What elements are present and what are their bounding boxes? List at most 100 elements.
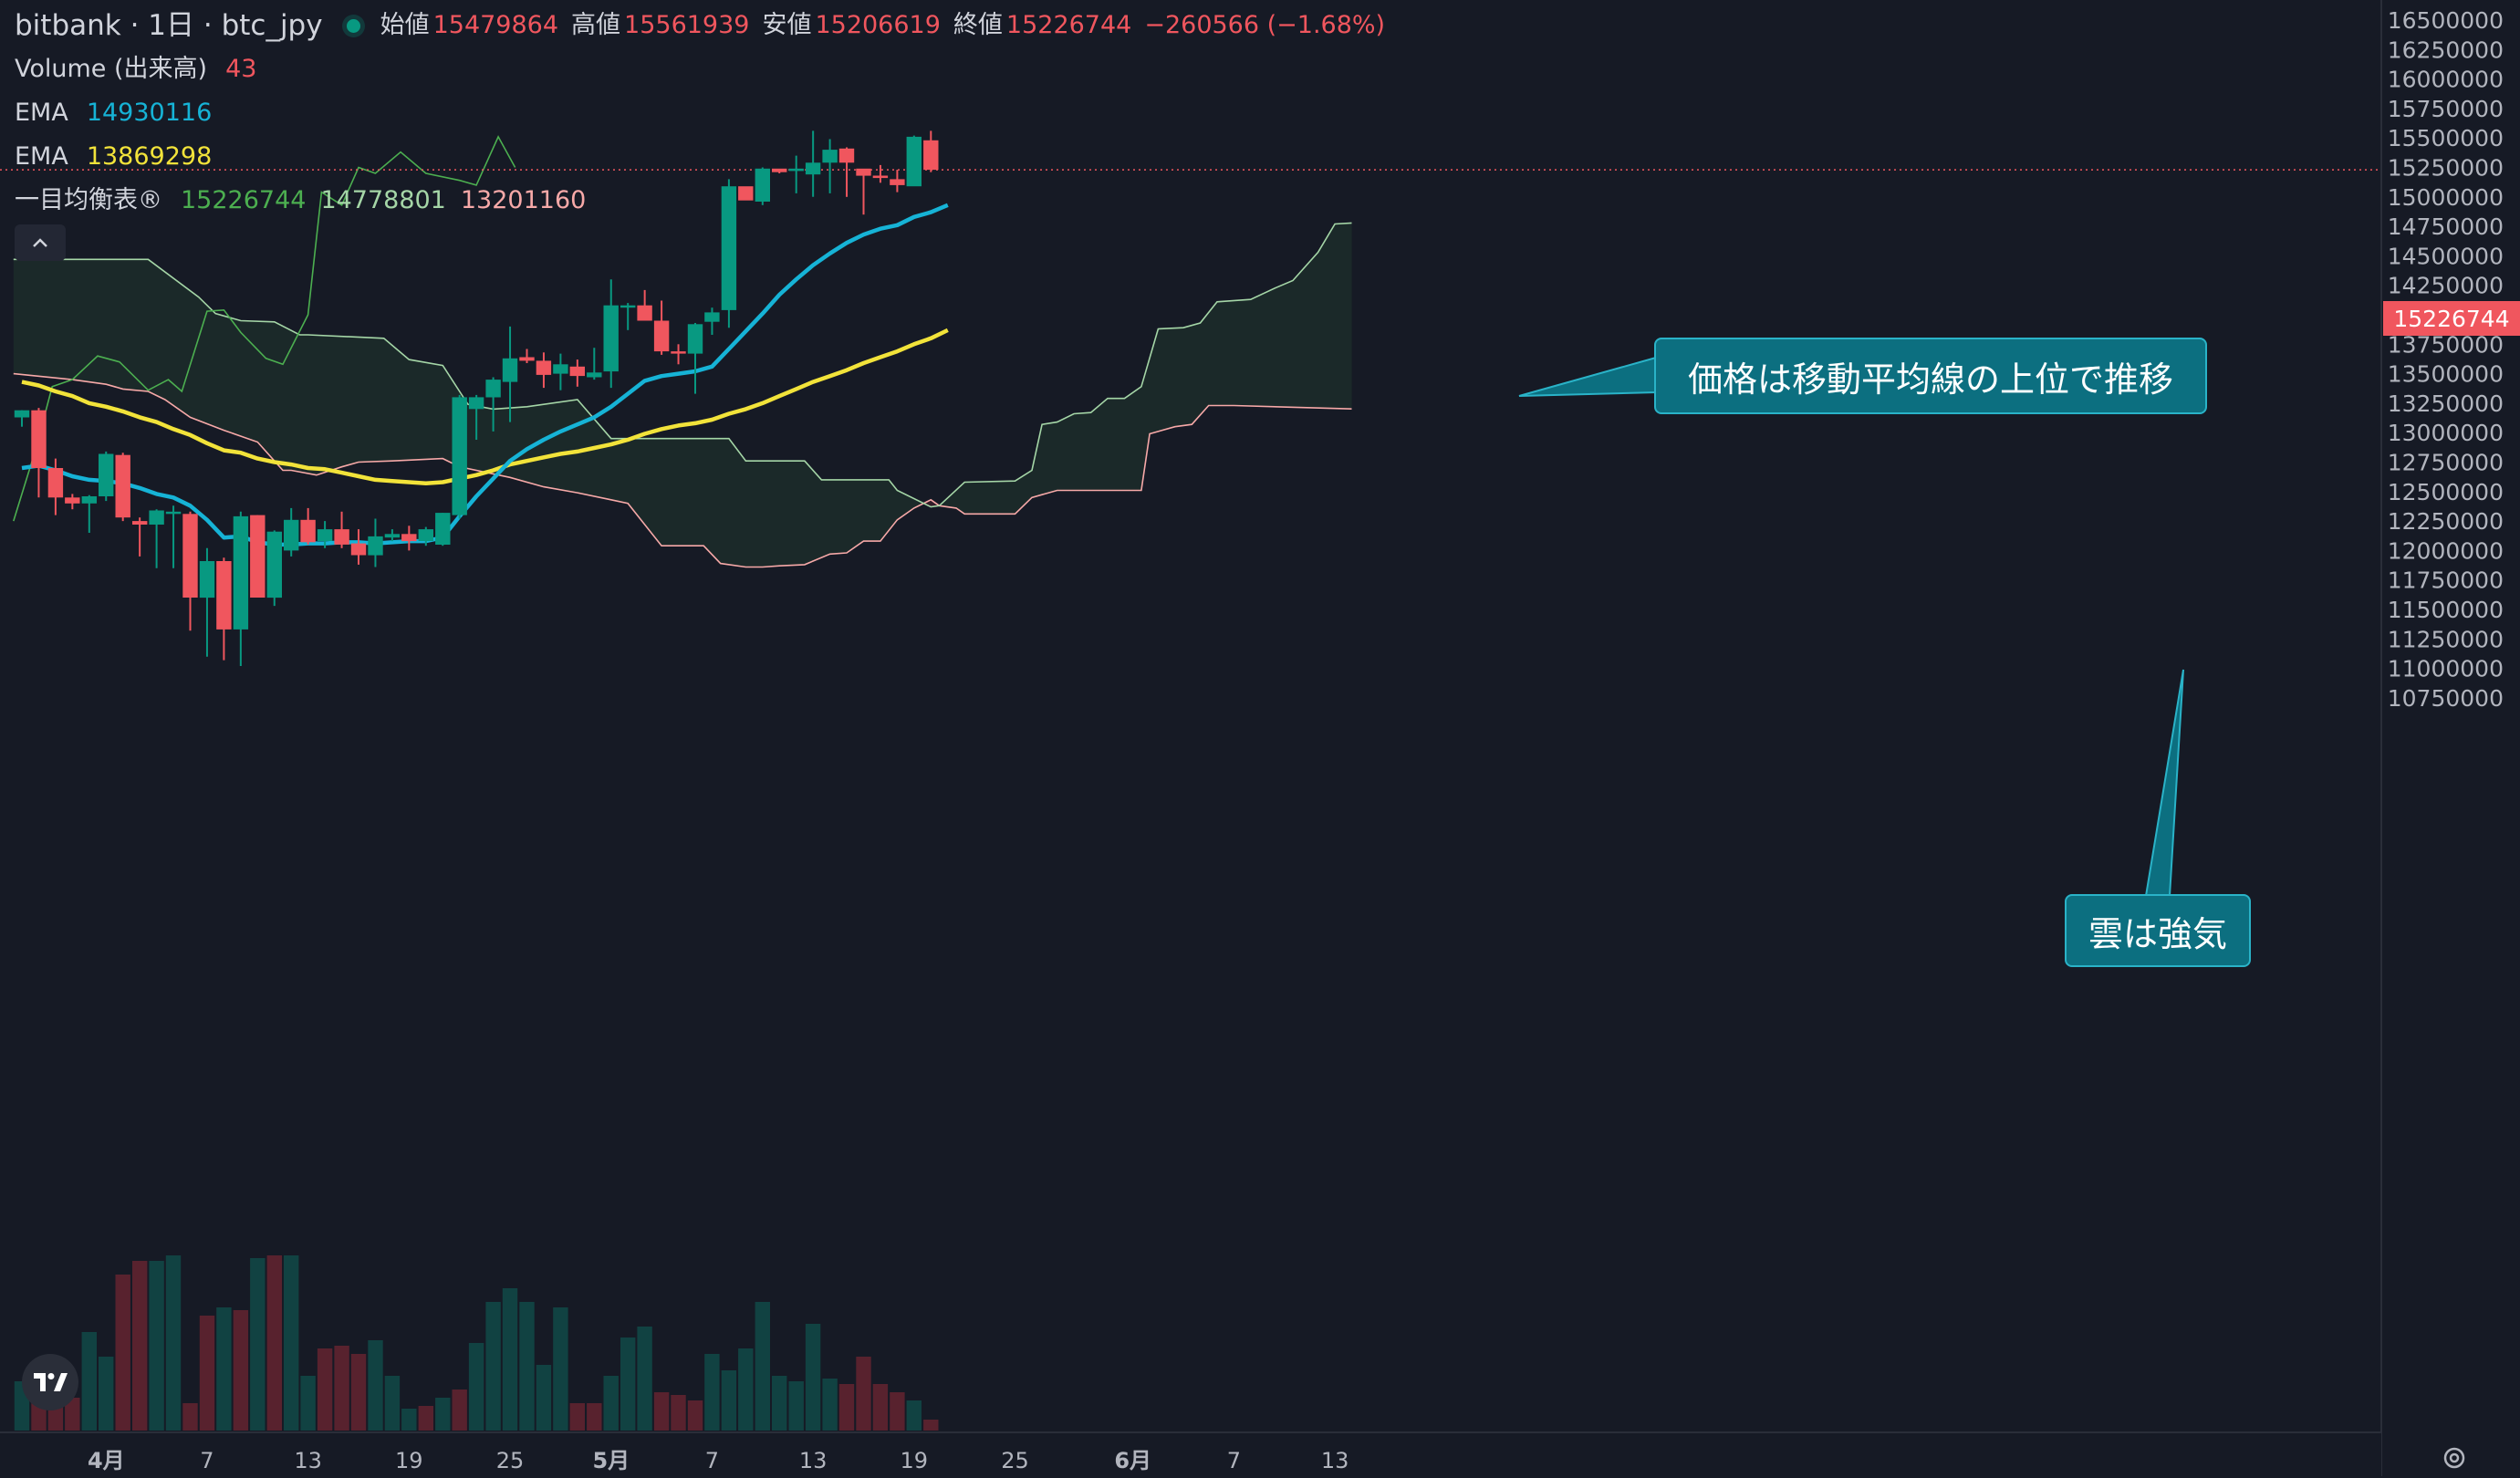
ichimoku-cloud	[13, 222, 1352, 568]
volume-bar	[182, 1403, 198, 1431]
price-tick-label: 12750000	[2388, 450, 2504, 476]
candle-body-up	[502, 358, 518, 382]
bullish-cloud-callout[interactable]: 雲は強気	[2065, 894, 2251, 967]
candle-body-up	[587, 372, 602, 378]
candle-body-down	[401, 534, 417, 542]
candle-body-up	[452, 397, 467, 515]
close-label: 終値	[953, 11, 1003, 39]
price-tick-label: 14750000	[2388, 213, 2504, 240]
volume-bar	[838, 1384, 855, 1431]
time-tick-label: 25	[496, 1448, 525, 1473]
price-tick-label: 13250000	[2388, 390, 2504, 417]
price-tick-label: 11750000	[2388, 567, 2504, 594]
price-axis-background	[2381, 0, 2520, 1476]
candle-body-up	[485, 380, 501, 398]
volume-bar	[216, 1307, 232, 1431]
time-tick-label: 4月	[88, 1448, 125, 1473]
volume-legend[interactable]: Volume (出来高) 43	[15, 47, 1398, 91]
price-tick-label: 11500000	[2388, 597, 2504, 623]
volume-bar	[149, 1261, 164, 1431]
candle-body-up	[99, 453, 114, 496]
candle-body-up	[822, 150, 838, 163]
tradingview-logo[interactable]	[22, 1354, 78, 1410]
volume-bar	[755, 1302, 770, 1431]
candle-body-down	[671, 351, 686, 354]
candle-body-down	[250, 515, 266, 598]
volume-bar	[805, 1324, 821, 1431]
price-tick-label: 11250000	[2388, 626, 2504, 652]
ema-fast-legend[interactable]: EMA 14930116	[15, 91, 1398, 135]
price-tick-label: 14250000	[2388, 273, 2504, 299]
volume-bar	[199, 1316, 215, 1431]
volume-bar	[99, 1357, 114, 1431]
candle-body-up	[906, 136, 922, 187]
time-tick-label: 19	[901, 1448, 929, 1473]
volume-bar	[553, 1307, 568, 1431]
volume-bar	[536, 1365, 552, 1431]
tradingview-logo-icon	[34, 1373, 68, 1391]
volume-bar	[890, 1392, 905, 1431]
candle-body-up	[266, 531, 282, 598]
candle-body-down	[334, 529, 349, 545]
volume-bar	[653, 1392, 670, 1431]
symbol-title[interactable]: bitbank · 1日 · btc_jpy	[15, 9, 323, 42]
volume-bar	[65, 1398, 80, 1431]
volume-bar	[384, 1376, 401, 1431]
price-tick-label: 14500000	[2388, 243, 2504, 269]
volume-bar	[587, 1403, 602, 1431]
price-tick-label: 16500000	[2388, 7, 2504, 34]
candle-body-down	[569, 366, 585, 377]
candle-body-up	[384, 534, 401, 538]
volume-bar	[502, 1288, 518, 1431]
legend-collapse-button[interactable]	[15, 224, 66, 261]
ichimoku-legend[interactable]: 一目均衡表® 15226744 14778801 13201160	[15, 179, 1398, 223]
ichimoku-name: 一目均衡表®	[15, 186, 162, 214]
volume-bar	[721, 1370, 737, 1431]
candle-body-up	[553, 364, 568, 374]
volume-bar	[284, 1255, 299, 1431]
volume-bar	[165, 1255, 182, 1431]
candle-body-up	[81, 496, 97, 504]
volume-bar	[772, 1376, 787, 1431]
change-value: −260566 (−1.68%)	[1144, 11, 1386, 39]
time-tick-label: 7	[705, 1448, 719, 1473]
price-tick-label: 12500000	[2388, 479, 2504, 505]
price-above-ema-callout[interactable]: 価格は移動平均線の上位で推移	[1654, 338, 2207, 414]
ema-slow-name: EMA	[15, 142, 68, 171]
price-tick-label: 15250000	[2388, 155, 2504, 182]
time-tick-label: 19	[395, 1448, 423, 1473]
gear-icon	[2443, 1447, 2465, 1469]
price-tick-label: 12000000	[2388, 537, 2504, 564]
candle-body-up	[14, 410, 30, 418]
candle-body-down	[637, 305, 652, 321]
volume-name: Volume (出来高)	[15, 55, 208, 83]
lagging-span-line	[13, 135, 516, 522]
candle-body-down	[519, 357, 535, 361]
close-value: 15226744	[1005, 11, 1132, 39]
chevron-up-icon	[33, 238, 47, 247]
leading-span-a	[13, 222, 1352, 508]
volume-bar	[856, 1357, 871, 1431]
volume-bars	[14, 1255, 939, 1431]
low-label: 安値	[762, 11, 812, 39]
candle-body-up	[317, 529, 333, 541]
candle-body-up	[199, 561, 215, 598]
volume-bar	[738, 1348, 754, 1431]
ema-slow-legend[interactable]: EMA 13869298	[15, 135, 1398, 179]
ema-slow-value: 13869298	[86, 142, 213, 171]
candle-body-down	[890, 179, 905, 185]
ema-fast-name: EMA	[15, 99, 68, 127]
candle-body-down	[738, 186, 754, 201]
volume-bar	[418, 1406, 433, 1431]
settings-button[interactable]	[2438, 1442, 2471, 1474]
ichimoku-value-3: 13201160	[460, 186, 587, 214]
candle-body-down	[923, 140, 939, 171]
candle-body-up	[620, 305, 636, 308]
time-tick-label: 7	[200, 1448, 213, 1473]
candle-body-down	[182, 514, 198, 598]
volume-bar	[435, 1398, 451, 1431]
volume-bar	[788, 1381, 804, 1431]
